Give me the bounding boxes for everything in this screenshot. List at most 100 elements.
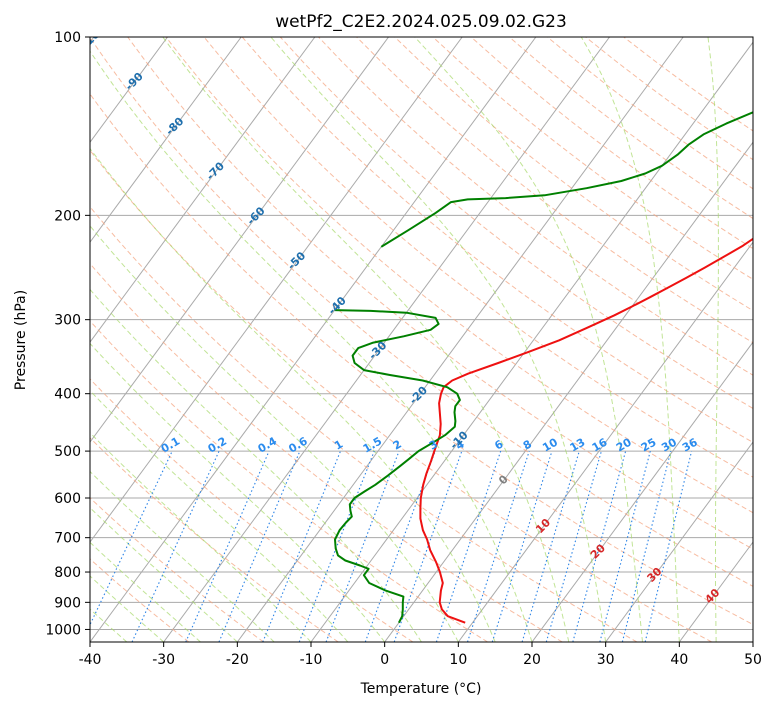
isotherm-label: -60 [244, 204, 267, 227]
isotherm-line [90, 37, 168, 144]
y-tick-label: 1000 [45, 622, 81, 638]
dry-adiabat-line [90, 37, 753, 587]
chart-title: wetPf2_C2E2.2024.025.09.02.G23 [275, 12, 567, 32]
x-tick-label: -20 [226, 652, 249, 668]
plot-frame [89, 36, 754, 643]
mixing-ratio-line [298, 450, 375, 642]
y-axis-label: Pressure (hPa) [13, 290, 29, 390]
dry-adiabat-line [127, 37, 753, 550]
isotherm-line [531, 341, 753, 642]
moist-adiabat-line [90, 224, 459, 642]
mixing-ratio-label: 0.4 [256, 434, 280, 455]
x-tick-label: 40 [670, 652, 688, 668]
moist-adiabat-line [90, 389, 349, 642]
mixing-ratio-line [521, 450, 580, 642]
isotherm-label: 30 [645, 565, 665, 585]
dry-adiabat-line [470, 37, 753, 250]
dry-adiabat-line [279, 37, 753, 410]
x-axis-ticks: -40 -30 -20 -10 0 10 20 30 40 50 [79, 642, 762, 668]
dry-adiabat-line [241, 37, 753, 444]
x-tick-label: -30 [152, 652, 175, 668]
isotherm-label: -50 [285, 249, 308, 272]
dry-adiabat-line [623, 37, 753, 132]
isotherm-label: -40 [326, 294, 349, 317]
mixing-ratio-line [393, 450, 463, 642]
dewpoint-line [334, 309, 461, 624]
dry-adiabat-line [394, 37, 753, 312]
mixing-ratio-line [572, 450, 627, 642]
isotherm-line [236, 37, 684, 642]
y-tick-label: 300 [54, 313, 81, 329]
mixing-ratio-label: 1.5 [361, 435, 384, 456]
y-tick-label: 100 [54, 30, 81, 46]
mixing-ratio-label: 30 [659, 435, 679, 454]
moist-adiabat-line [707, 37, 719, 642]
dry-adiabat-line [547, 37, 753, 190]
moist-adiabat-line [414, 37, 643, 642]
moist-adiabat-line [580, 37, 680, 642]
mixing-ratio-line [262, 450, 342, 642]
y-tick-label: 500 [54, 444, 81, 460]
moist-adiabat-line [90, 288, 422, 642]
mixing-ratio-label: 0.1 [159, 435, 182, 456]
x-tick-label: 0 [380, 652, 389, 668]
isotherm-label: 40 [702, 586, 722, 606]
isotherm-line [457, 241, 753, 642]
isotherm-label: -70 [204, 159, 227, 182]
mixing-ratio-line [435, 450, 502, 642]
dry-adiabat-line [508, 37, 753, 220]
mixing-ratio-line [644, 450, 693, 642]
mixing-ratio-line [599, 450, 651, 642]
mixing-ratio-line [466, 450, 530, 642]
isotherm-label: -10 [447, 428, 470, 451]
y-tick-label: 700 [54, 531, 81, 547]
mixing-ratio-line [218, 450, 301, 642]
temperature-line [419, 237, 753, 624]
mixing-ratio-label: 36 [680, 435, 700, 454]
isotherm-line [90, 37, 242, 244]
dry-adiabat-line [90, 558, 190, 642]
mixing-ratio-label: 0.6 [286, 434, 310, 455]
dry-adiabat-line [318, 37, 753, 376]
mixing-ratio-label: 6 [492, 437, 505, 452]
moist-adiabat-line [90, 50, 533, 642]
mixing-ratio-label: 10 [540, 435, 560, 454]
y-tick-label: 900 [54, 595, 81, 611]
y-tick-label: 600 [54, 491, 81, 507]
dry-adiabat-line [90, 497, 264, 642]
isotherm-line [90, 37, 537, 642]
dry-adiabat-line [90, 320, 488, 642]
dewpoint-upper-line [380, 111, 753, 248]
mixing-ratio-line [545, 450, 602, 642]
isotherm-label: 10 [533, 516, 553, 536]
sounding-series [334, 111, 753, 624]
mixing-ratio-label: 16 [590, 435, 610, 454]
mixing-ratio-line [90, 450, 173, 626]
mixing-ratio-line [621, 450, 672, 642]
isotherm-line [90, 37, 316, 343]
dry-adiabat-line [165, 37, 753, 514]
mixing-ratio-label: 25 [639, 436, 659, 455]
moist-adiabat-line [90, 506, 238, 642]
mixing-ratio-label: 2 [391, 438, 404, 453]
x-tick-label: -40 [79, 652, 102, 668]
isotherm-label: -30 [366, 339, 389, 362]
mixing-ratio-line [491, 450, 553, 642]
moist-adiabat-line [270, 37, 607, 642]
mixing-ratio-line [325, 450, 400, 642]
isotherm-label: -90 [123, 70, 146, 93]
y-axis-ticks: 100 200 300 400 500 600 700 800 900 1000 [45, 30, 90, 638]
dry-adiabat-line [90, 262, 563, 642]
mixing-ratio-label: 20 [614, 435, 634, 454]
mixing-ratio-label: 1 [332, 438, 345, 453]
mixing-ratio-label: 8 [521, 438, 534, 453]
dry-adiabat-line [90, 205, 638, 642]
isotherm-line [310, 41, 753, 642]
moist-adiabat-line [162, 37, 570, 642]
dry-adiabat-line [90, 378, 414, 642]
isotherm-line [605, 441, 753, 642]
isotherm-label: -80 [163, 114, 186, 137]
mixing-ratio-line [131, 450, 220, 642]
dry-adiabat-line [90, 149, 712, 642]
isotherm-line [752, 641, 753, 642]
